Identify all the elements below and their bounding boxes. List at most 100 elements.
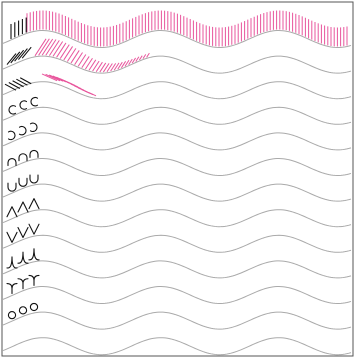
hatch-mark — [41, 38, 54, 56]
glyph-mark — [29, 302, 39, 312]
hatch-marks — [26, 10, 348, 97]
hatch-mark — [70, 50, 80, 64]
row-c-curves — [8, 97, 39, 115]
row-forward-slashes — [6, 46, 32, 65]
glyph-mark — [18, 153, 28, 162]
glyph-mark — [6, 282, 18, 295]
wave-line — [2, 285, 352, 304]
wave-line — [2, 55, 352, 74]
hatch-mark — [41, 73, 58, 82]
hatch-mark — [45, 39, 57, 56]
glyph-mark — [7, 310, 17, 320]
glyph-mark — [28, 198, 40, 210]
hatch-mark — [117, 61, 123, 70]
hatch-mark — [102, 63, 110, 73]
hatch-mark — [135, 56, 140, 62]
hatch-mark — [56, 42, 67, 58]
hatch-mark — [81, 56, 90, 69]
hatch-mark — [48, 40, 60, 56]
glyph-mark — [21, 46, 32, 59]
hatch-mark — [128, 58, 133, 66]
row-reversed-c-curves — [7, 122, 38, 141]
glyph-mark — [18, 177, 28, 187]
glyph-mark — [8, 81, 21, 89]
hatch-mark — [146, 52, 150, 58]
row-down-carets — [6, 223, 40, 243]
glyph-mark — [28, 274, 40, 286]
hatch-mark — [88, 92, 97, 97]
row-u-cups — [7, 174, 39, 192]
wave-line — [2, 157, 352, 176]
glyph-mark — [17, 201, 29, 213]
glyph-mark — [19, 100, 28, 110]
hatch-mark — [113, 62, 120, 71]
wave-line — [2, 209, 352, 228]
hatch-mark — [120, 61, 127, 69]
wave-line — [2, 311, 352, 330]
hatch-mark — [138, 55, 143, 61]
wave-line — [2, 260, 352, 279]
row-n-arches — [7, 149, 39, 167]
glyph-mark — [4, 83, 17, 91]
hatch-mark — [63, 46, 73, 61]
glyph-rows — [4, 17, 40, 320]
glyph-mark — [8, 105, 17, 115]
glyph-mark — [29, 149, 39, 158]
wave-line — [2, 337, 352, 356]
glyph-mark — [12, 80, 24, 88]
hatch-mark — [99, 62, 107, 73]
row-backslashes — [4, 77, 32, 91]
wave-line — [2, 106, 352, 125]
glyph-mark — [18, 125, 27, 136]
wave-line — [2, 183, 352, 202]
row-up-carets — [6, 198, 40, 218]
glyph-mark — [6, 53, 17, 65]
glyph-mark — [6, 206, 18, 218]
hatch-mark — [131, 57, 136, 64]
wave-line — [2, 234, 352, 253]
glyph-mark — [6, 231, 18, 243]
row-circles — [7, 302, 39, 320]
hatch-mark — [92, 60, 100, 72]
glyph-mark — [7, 157, 17, 167]
wave-line — [2, 81, 352, 100]
hatch-mark — [52, 41, 64, 57]
glyph-mark — [29, 122, 38, 132]
hatch-mark — [110, 63, 117, 72]
glyph-mark — [17, 227, 29, 239]
wave-line — [2, 29, 352, 48]
hatch-mark — [74, 52, 83, 65]
glyph-mark — [30, 97, 39, 107]
hatch-mark — [88, 59, 97, 71]
hatch-mark — [142, 54, 147, 59]
row-y-shapes — [6, 274, 40, 295]
glyph-mark — [18, 306, 28, 315]
glyph-mark — [16, 78, 28, 86]
glyph-mark — [17, 48, 28, 60]
glyph-mark — [17, 251, 29, 264]
glyph-mark — [17, 278, 29, 290]
glyph-mark — [6, 256, 18, 269]
glyph-mark — [28, 248, 40, 261]
hatch-mark — [106, 63, 113, 73]
glyph-mark — [7, 182, 17, 192]
glyph-mark — [29, 174, 39, 184]
hatch-mark — [77, 54, 87, 67]
wave-line — [2, 132, 352, 151]
glyph-mark — [28, 223, 40, 235]
hatch-mark — [38, 38, 50, 56]
row-hooks — [6, 248, 40, 269]
row-vertical-lines — [10, 17, 27, 39]
glyph-mark — [14, 49, 25, 62]
wave-lines — [2, 29, 352, 356]
hatch-mark — [66, 48, 77, 62]
hatch-mark — [59, 44, 70, 59]
glyph-mark — [19, 77, 32, 85]
hatch-mark — [84, 57, 93, 70]
glyph-mark — [7, 130, 16, 141]
hatch-mark — [95, 61, 103, 73]
hatch-mark — [48, 74, 64, 82]
